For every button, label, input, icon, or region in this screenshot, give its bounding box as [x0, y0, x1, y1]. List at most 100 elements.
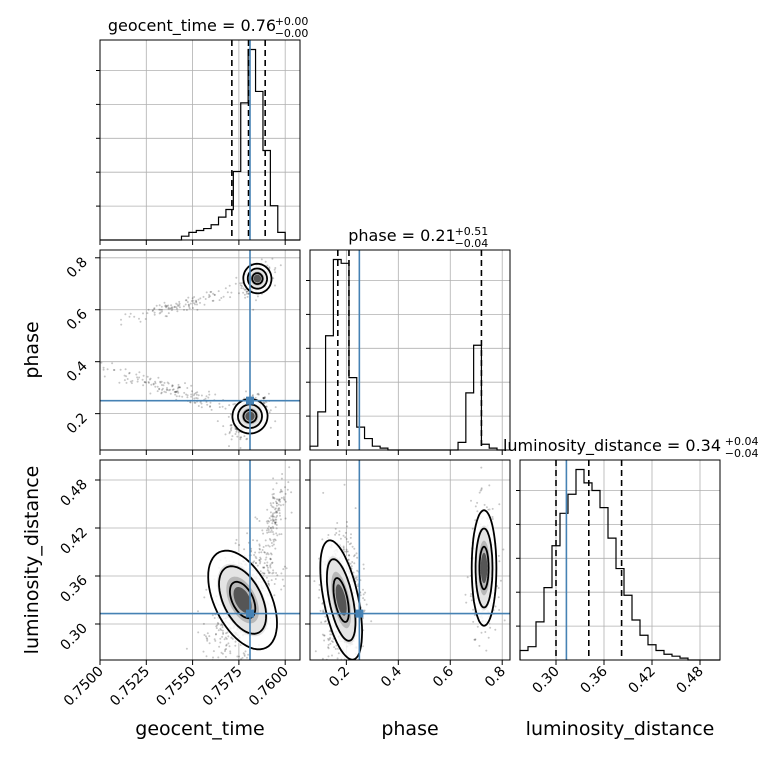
sample-point: [213, 294, 216, 296]
sample-point: [343, 548, 345, 551]
sample-point: [171, 384, 174, 387]
sample-point: [265, 401, 268, 404]
sample-point: [158, 312, 161, 315]
sample-point: [189, 302, 192, 305]
sample-point: [355, 576, 358, 579]
sample-point: [269, 511, 272, 514]
sample-point: [156, 385, 159, 388]
sample-point: [269, 502, 272, 505]
sample-point: [273, 519, 276, 522]
sample-point: [265, 529, 268, 532]
sample-point: [281, 473, 284, 475]
sample-point: [124, 368, 127, 371]
sample-point: [267, 553, 270, 556]
sample-point: [166, 305, 168, 307]
sample-point: [236, 662, 238, 664]
sample-point: [178, 386, 181, 389]
sample-point: [488, 484, 491, 487]
sample-point: [470, 499, 472, 502]
sample-point: [211, 299, 214, 302]
sample-point: [202, 665, 204, 667]
sample-point: [272, 520, 275, 523]
sample-point: [228, 432, 231, 435]
sample-point: [176, 390, 179, 393]
sample-point: [230, 291, 233, 294]
sample-point: [281, 578, 284, 581]
sample-point: [276, 510, 279, 513]
sample-point: [328, 630, 331, 633]
sample-point: [323, 634, 326, 637]
sample-point: [219, 641, 222, 644]
sample-point: [258, 520, 261, 522]
sample-point: [161, 387, 164, 390]
sample-point: [318, 583, 321, 586]
sample-point: [221, 635, 224, 638]
sample-point: [230, 438, 233, 441]
sample-point: [192, 299, 195, 302]
title-plus: +0.04: [725, 435, 759, 448]
sample-point: [197, 394, 200, 397]
sample-point: [255, 562, 258, 565]
sample-point: [349, 562, 352, 565]
sample-point: [485, 649, 488, 652]
sample-point: [210, 671, 212, 673]
sample-point: [177, 383, 180, 386]
sample-point: [335, 532, 338, 534]
sample-point: [230, 426, 233, 429]
sample-point: [280, 533, 283, 536]
sample-point: [113, 369, 116, 371]
contour-line: [246, 267, 269, 290]
sample-point: [350, 565, 353, 568]
sample-point: [166, 381, 169, 384]
sample-point: [273, 515, 276, 518]
sample-point: [138, 376, 141, 379]
sample-point: [491, 516, 494, 518]
sample-point: [214, 639, 217, 642]
sample-point: [236, 655, 239, 658]
sample-point: [170, 309, 173, 312]
sample-point: [221, 405, 224, 408]
sample-point: [224, 433, 227, 436]
panel-frame: [309, 249, 511, 451]
sample-point: [274, 518, 277, 521]
sample-point: [202, 295, 205, 298]
sample-point: [337, 652, 340, 655]
sample-point: [259, 558, 262, 560]
sample-point: [158, 387, 161, 390]
sample-point: [266, 561, 269, 564]
sample-point: [187, 296, 190, 299]
sample-point: [164, 304, 167, 307]
sample-point: [176, 303, 179, 306]
sample-point: [208, 635, 211, 638]
sample-point: [272, 506, 275, 509]
density-region: [480, 552, 488, 584]
sample-point: [160, 384, 163, 386]
sample-point: [497, 587, 500, 589]
sample-point: [272, 477, 275, 480]
sample-point: [193, 296, 196, 298]
sample-point: [323, 620, 326, 623]
sample-point: [262, 397, 265, 400]
sample-point: [154, 382, 157, 385]
sample-point: [275, 504, 278, 507]
sample-point: [153, 308, 156, 310]
sample-point: [150, 383, 153, 386]
sample-point: [322, 609, 325, 612]
sample-point: [232, 403, 235, 406]
sample-point: [474, 638, 477, 641]
title-value: 0.21: [420, 226, 456, 245]
sample-point: [229, 413, 232, 416]
sample-point: [338, 533, 341, 536]
sample-point: [196, 391, 199, 394]
sample-point: [288, 466, 291, 469]
sample-point: [314, 650, 317, 653]
sample-point: [157, 376, 160, 379]
sample-point: [272, 492, 275, 495]
sample-point: [267, 525, 270, 528]
sample-point: [153, 311, 156, 314]
sample-point: [274, 522, 277, 524]
sample-point: [205, 637, 208, 640]
sample-point: [284, 486, 286, 489]
sample-point: [169, 392, 172, 395]
sample-point: [362, 563, 365, 566]
